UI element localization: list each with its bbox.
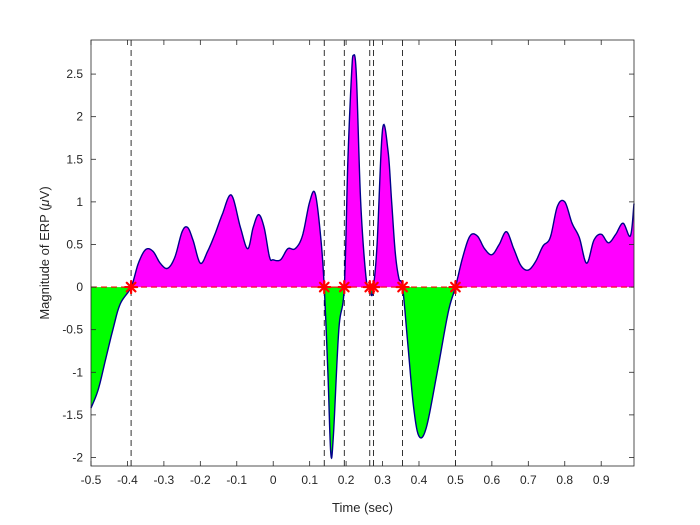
- positive-area-3: [344, 54, 370, 288]
- dashed-vertical-lines: [130, 40, 456, 466]
- y-tick-label-6: 1: [76, 195, 83, 209]
- x-tick-label-14: 0.9: [593, 473, 610, 487]
- zero-crossing-marker-4: [366, 279, 381, 295]
- positive-area-7: [455, 200, 634, 288]
- zero-crossing-marker-6: [448, 279, 463, 295]
- y-axis-label-mu: μ: [37, 199, 52, 207]
- y-tick-label-4: 0: [76, 280, 83, 294]
- x-tick-label-10: 0.5: [447, 473, 464, 487]
- x-tick-label-1: -0.4: [117, 473, 138, 487]
- x-axis-ticks: -0.5 -0.4 -0.3 -0.2 -0.1 0 0.1 0.2 0.3 0.4 0.5 0.6 0…: [81, 40, 610, 487]
- zero-crossing-marker-2: [337, 279, 352, 295]
- x-tick-label-7: 0.2: [338, 473, 355, 487]
- x-tick-label-4: -0.1: [226, 473, 247, 487]
- x-tick-label-5: 0: [270, 473, 277, 487]
- negative-area-2: [324, 287, 345, 459]
- zero-crossing-markers: [123, 279, 463, 295]
- y-tick-label-3: -0.5: [62, 323, 83, 337]
- positive-area-1: [131, 191, 325, 288]
- y-tick-label-1: -1.5: [62, 408, 83, 422]
- x-tick-label-12: 0.7: [520, 473, 537, 487]
- x-tick-label-8: 0.3: [374, 473, 391, 487]
- axes-box: [90, 39, 635, 467]
- zero-crossing-marker-5: [395, 279, 410, 295]
- x-tick-label-9: 0.4: [411, 473, 428, 487]
- y-tick-label-5: 0.5: [66, 237, 83, 251]
- y-axis-label: Magnitude of ERP (μV): [37, 186, 52, 319]
- y-tick-label-0: -2: [72, 450, 83, 464]
- y-tick-label-8: 2: [76, 110, 83, 124]
- y-axis-label-suffix: V): [37, 186, 52, 199]
- x-tick-label-0: -0.5: [81, 473, 102, 487]
- y-axis-label-prefix: Magnitude of ERP (: [37, 206, 52, 320]
- x-tick-label-11: 0.6: [484, 473, 501, 487]
- x-tick-label-3: -0.2: [190, 473, 211, 487]
- x-tick-label-2: -0.3: [154, 473, 175, 487]
- y-tick-label-2: -1: [72, 365, 83, 379]
- y-tick-label-7: 1.5: [66, 152, 83, 166]
- negative-area-6: [402, 287, 456, 438]
- x-axis-label: Time (sec): [332, 500, 393, 515]
- erp-curve: [90, 53, 635, 460]
- y-axis-ticks: -2 -1.5 -1 -0.5 0 0.5 1 1.5 2 2.5: [62, 67, 634, 464]
- zero-crossing-marker-1: [317, 279, 332, 295]
- x-tick-label-6: 0.1: [301, 473, 318, 487]
- zero-crossing-marker-0: [123, 279, 139, 295]
- x-tick-label-13: 0.8: [556, 473, 573, 487]
- y-tick-label-9: 2.5: [66, 67, 83, 81]
